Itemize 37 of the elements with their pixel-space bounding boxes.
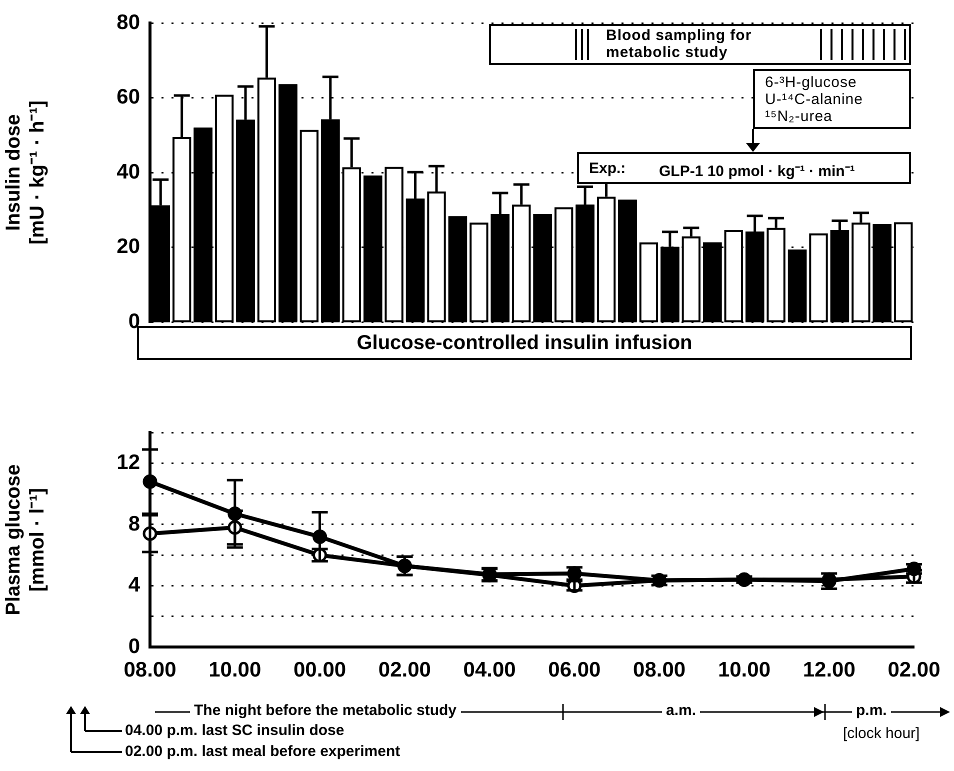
x-tick-label: 08.00 <box>633 658 686 682</box>
text: 02.00 p.m. last meal before experiment <box>125 743 400 760</box>
text: The night before the metabolic study <box>190 702 461 719</box>
y-axis-title: Insulin dose [mU · kg⁻¹ · h⁻¹] <box>2 100 49 244</box>
y-axis-title: Plasma glucose [mmol · l⁻¹] <box>2 464 49 616</box>
x-tick-label: 02.00 <box>378 658 431 682</box>
x-tick-label: 00.00 <box>293 658 346 682</box>
y-tick-label: 0 <box>128 310 140 333</box>
x-tick-label: 06.00 <box>548 658 601 682</box>
annotation: Blood sampling for metabolic study <box>606 27 753 61</box>
x-tick-label: 04.00 <box>463 658 516 682</box>
x-tick-label: 10.00 <box>208 658 262 682</box>
x-tick-label: 12.00 <box>802 658 856 682</box>
text-box: 6-³H-glucose U-¹⁴C-alanine ¹⁵N₂-urea <box>753 69 911 129</box>
annotation: Exp.: <box>589 160 626 177</box>
y-tick-label: 40 <box>116 160 140 184</box>
text-box: Blood sampling for metabolic study <box>489 24 911 65</box>
y-tick-label: 8 <box>128 512 140 536</box>
x-tick-label: 08.00 <box>124 658 176 682</box>
text: 04.00 p.m. last SC insulin dose <box>125 722 344 739</box>
annotation: GLP-1 10 pmol · kg⁻¹ · min⁻¹ <box>659 162 855 180</box>
y-tick-label: 12 <box>116 451 140 474</box>
annotation: U-¹⁴C-alanine <box>765 91 864 108</box>
text: [clock hour] <box>843 725 920 742</box>
text-box: Glucose-controlled insulin infusion <box>137 326 912 360</box>
y-tick-label: 60 <box>116 86 140 109</box>
y-tick-label: 80 <box>116 10 140 34</box>
annotation: 6-³H-glucose <box>765 74 858 91</box>
text: p.m. <box>852 702 891 719</box>
text-box: Exp.: GLP-1 10 pmol · kg⁻¹ · min⁻¹ <box>577 152 911 184</box>
y-tick-label: 20 <box>116 235 140 258</box>
x-tick-label: 10.00 <box>718 658 771 682</box>
y-tick-label: 4 <box>128 574 140 597</box>
text: a.m. <box>662 702 700 719</box>
annotation: ¹⁵N₂-urea <box>765 108 834 125</box>
x-tick-label: 02.00 <box>888 658 940 682</box>
y-tick-label: 0 <box>128 634 140 658</box>
